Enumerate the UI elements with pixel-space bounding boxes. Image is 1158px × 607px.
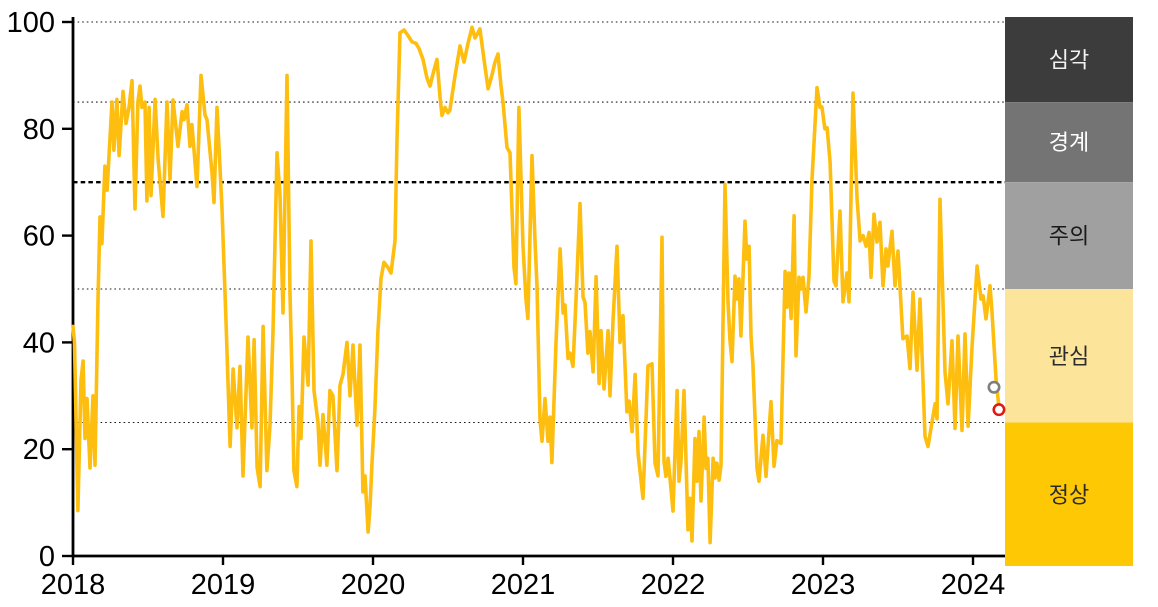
zone-label: 주의 xyxy=(1049,224,1089,249)
zone-band-정상 xyxy=(1005,422,1133,566)
x-tick-label: 2024 xyxy=(941,569,1006,601)
x-tick-label: 2022 xyxy=(641,569,706,601)
x-tick-label: 2019 xyxy=(191,569,256,601)
axes: 0 20 40 60 80 100 2018 2019 2020 2021 2022 2023 2024 xyxy=(7,7,1006,601)
zone-band-경계 xyxy=(1005,102,1133,183)
zone-band-심각 xyxy=(1005,17,1133,103)
y-tick-label: 40 xyxy=(23,327,55,359)
previous-value-marker xyxy=(987,380,1001,394)
y-tick-label: 20 xyxy=(23,434,55,466)
x-tick-label: 2023 xyxy=(791,569,856,601)
x-tick-label: 2021 xyxy=(491,569,556,601)
zone-label: 경계 xyxy=(1049,130,1089,155)
zone-label: 정상 xyxy=(1049,482,1089,507)
x-tick-label: 2020 xyxy=(341,569,406,601)
y-tick-label: 60 xyxy=(23,221,55,253)
zone-band-관심 xyxy=(1005,289,1133,423)
zone-label: 관심 xyxy=(1049,344,1089,369)
y-tick-label: 80 xyxy=(23,114,55,146)
x-tick-label: 2018 xyxy=(41,569,106,601)
y-tick-label: 100 xyxy=(7,7,55,39)
zone-label: 심각 xyxy=(1049,48,1089,73)
zone-band-주의 xyxy=(1005,182,1133,289)
index-line xyxy=(71,25,1002,545)
y-tick-label: 0 xyxy=(39,541,55,573)
latest-value-marker xyxy=(992,403,1006,417)
